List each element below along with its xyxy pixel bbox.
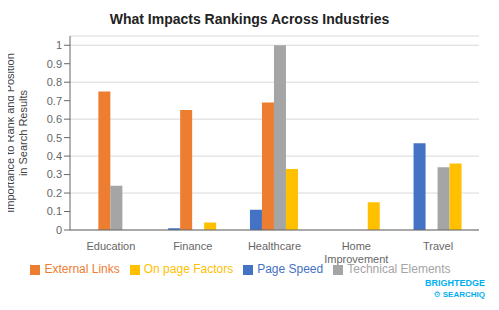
svg-text:0.5: 0.5 — [47, 132, 62, 144]
svg-text:0.9: 0.9 — [47, 58, 62, 70]
svg-text:0.4: 0.4 — [47, 150, 62, 162]
html-text:Page Speed: Page Speed — [257, 262, 324, 276]
svg-text:0.6: 0.6 — [47, 113, 62, 125]
html-text:Technical Elements: Technical Elements — [347, 262, 451, 276]
svg-text:0.8: 0.8 — [47, 76, 62, 88]
svg-text:Education: Education — [86, 240, 135, 252]
svg-text:0.3: 0.3 — [47, 168, 62, 180]
svg-text:Finance: Finance — [173, 240, 212, 252]
html-text:On page Factors: On page Factors — [143, 262, 234, 276]
svg-text:Travel: Travel — [423, 240, 453, 252]
html-text:External Links: External Links — [44, 262, 120, 276]
svg-text:HomeImprovement: HomeImprovement — [324, 240, 388, 265]
html-text:What Impacts Rankings Across I: What Impacts Rankings Across Industries — [109, 11, 390, 27]
svg-text:0.7: 0.7 — [47, 95, 62, 107]
svg-text:1: 1 — [56, 39, 62, 51]
html-text:⚙ SEARCHIQ: ⚙ SEARCHIQ — [433, 290, 485, 299]
svg-text:0: 0 — [56, 224, 62, 236]
svg-text:Healthcare: Healthcare — [248, 240, 301, 252]
svg-text:Importance to Rank and Positio: Importance to Rank and Positionin Search… — [8, 53, 29, 213]
svg-text:0.2: 0.2 — [47, 187, 62, 199]
svg-text:0.1: 0.1 — [47, 205, 62, 217]
html-text:BRIGHTEDGE: BRIGHTEDGE — [425, 278, 485, 288]
